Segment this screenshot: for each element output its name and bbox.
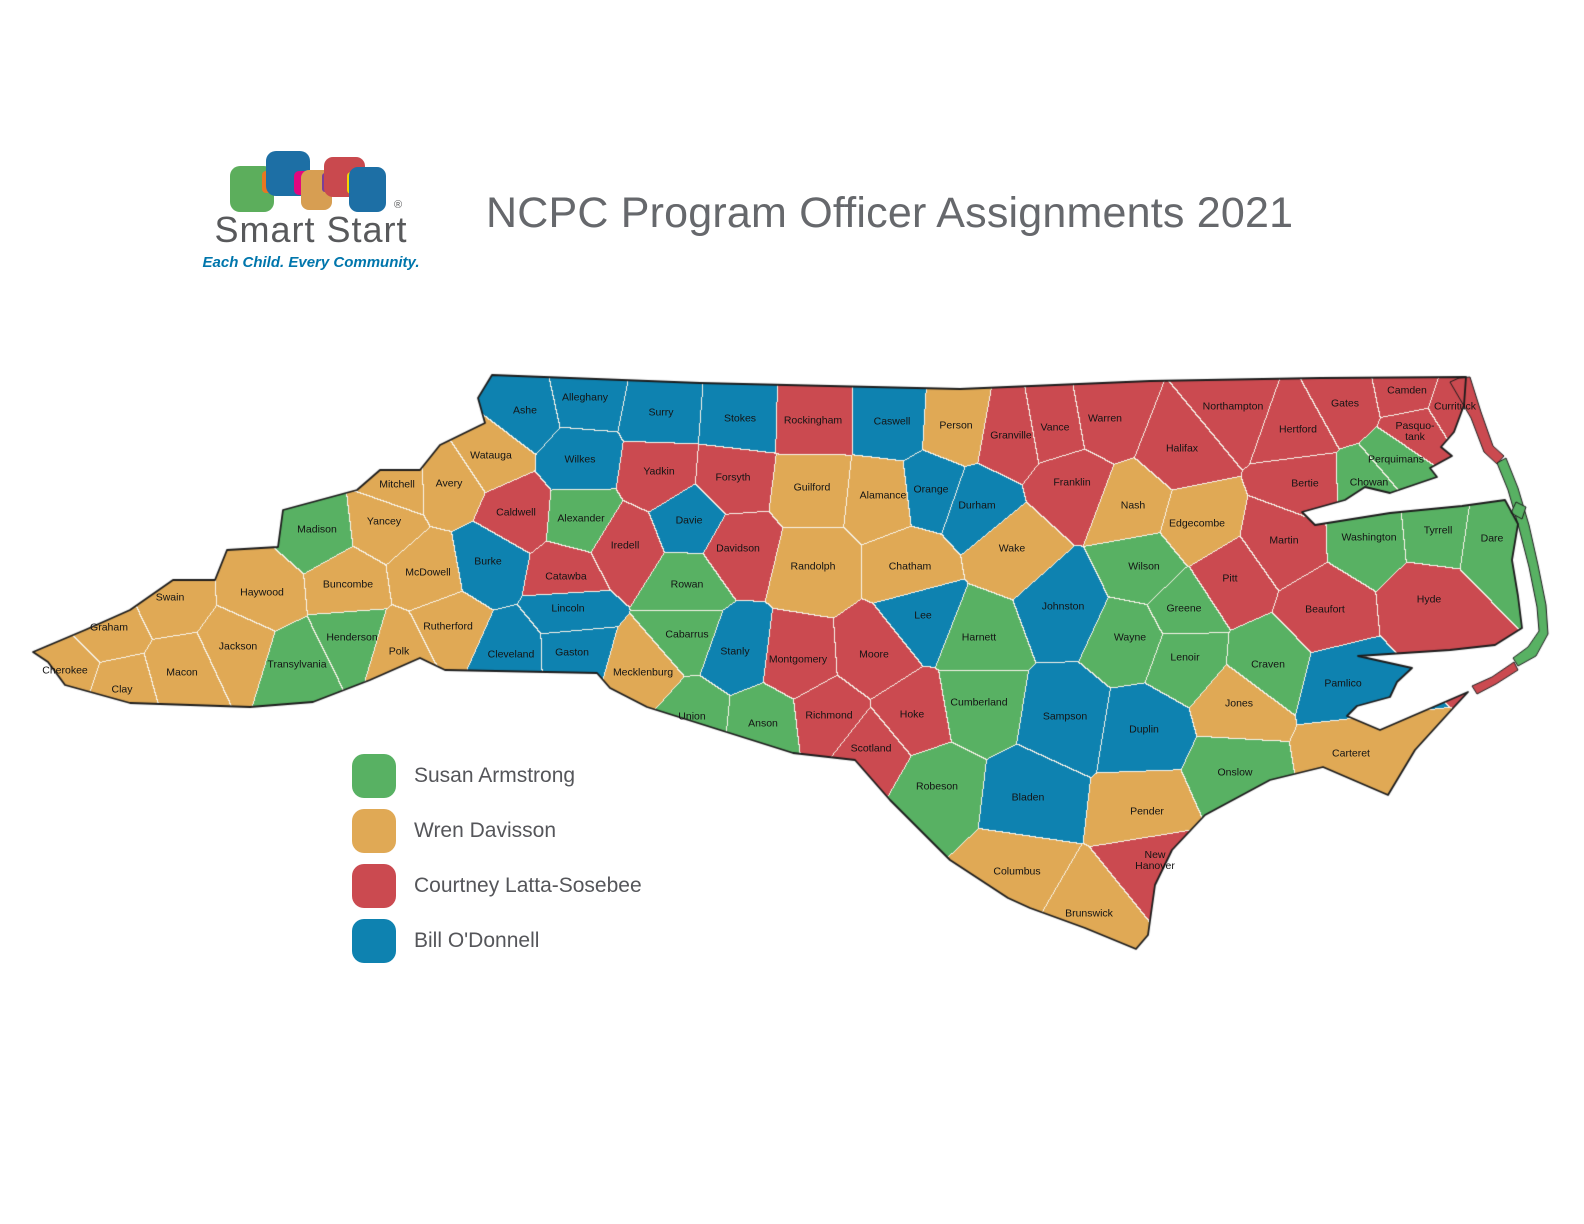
legend-color-swatch (352, 809, 396, 853)
legend-color-swatch (352, 919, 396, 963)
registered-trademark-symbol: ® (394, 199, 403, 211)
legend-officer-name: Wren Davisson (414, 819, 556, 842)
legend-item-2: Wren Davisson (352, 809, 642, 853)
logo-square-blue-2 (349, 167, 386, 212)
legend-officer-name: Courtney Latta-Sosebee (414, 874, 642, 897)
page-title: NCPC Program Officer Assignments 2021 (486, 189, 1294, 237)
officer-legend: Susan Armstrong Wren Davisson Courtney Lat… (352, 754, 642, 974)
legend-officer-name: Susan Armstrong (414, 764, 576, 787)
legend-item-1: Susan Armstrong (352, 754, 642, 798)
smart-start-wordmark: Smart Start (214, 209, 408, 250)
legend-officer-name: Bill O'Donnell (414, 929, 540, 952)
legend-item-3: Courtney Latta-Sosebee (352, 864, 642, 908)
legend-color-swatch (352, 864, 396, 908)
legend-item-4: Bill O'Donnell (352, 919, 642, 963)
legend-color-swatch (352, 754, 396, 798)
smart-start-tagline: Each Child. Every Community. (202, 254, 420, 271)
